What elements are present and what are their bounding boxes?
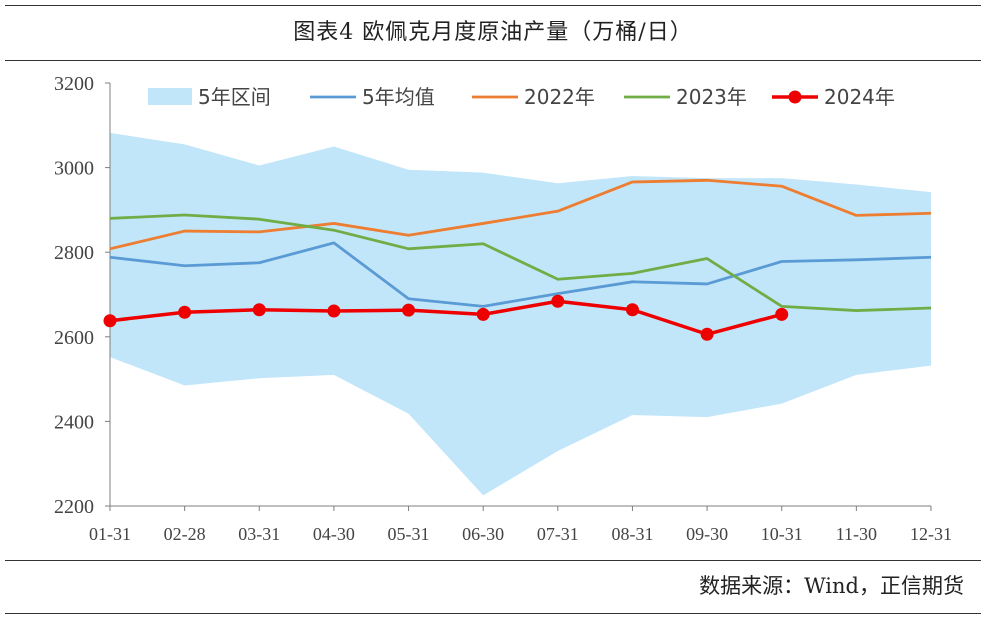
data-point-y2024 (402, 303, 416, 317)
data-point-y2024 (700, 327, 714, 341)
x-tick-label: 04-30 (313, 524, 355, 544)
line-chart: 2200 2400 2600 2800 3000 3200 01-31 02-28 03-31 0… (54, 73, 952, 544)
x-tick-label: 01-31 (89, 524, 131, 544)
legend-item: 2023年 (624, 85, 747, 109)
legend: 5年区间 5年均值 2022年 2023年 2024年 (148, 85, 895, 109)
legend-label: 2022年 (524, 85, 595, 109)
legend-item: 2024年 (772, 85, 895, 109)
axes: 2200 2400 2600 2800 3000 3200 01-31 02-28 03-31 0… (54, 73, 952, 544)
data-point-y2024 (551, 294, 565, 308)
legend-item: 5年区间 (148, 85, 271, 109)
data-point-y2024 (476, 307, 490, 321)
y-tick-label: 2400 (54, 411, 94, 433)
y-tick-label: 2600 (54, 327, 94, 349)
data-point-y2024 (178, 305, 192, 319)
x-tick-label: 03-31 (238, 524, 280, 544)
y-tick-label: 2200 (54, 496, 94, 518)
x-tick-label: 11-30 (836, 524, 877, 544)
y-tick-label: 2800 (54, 242, 94, 264)
data-point-y2024 (327, 304, 341, 318)
series-line-y2024 (109, 299, 783, 337)
series-layer (103, 178, 932, 341)
data-point-y2024 (103, 314, 117, 328)
data-point-y2024 (775, 307, 789, 321)
legend-item: 5年均值 (310, 85, 435, 109)
figure-title: 图表4 欧佩克月度原油产量（万桶/日） (293, 20, 693, 45)
top-rule (5, 5, 981, 6)
data-point-y2024 (252, 303, 266, 317)
legend-label: 5年区间 (198, 85, 271, 109)
x-tick-label: 09-30 (686, 524, 728, 544)
bottom-rule (5, 613, 981, 614)
legend-marker (788, 90, 802, 104)
legend-item: 2022年 (472, 85, 595, 109)
y-tick-label: 3200 (54, 73, 94, 95)
x-tick-label: 08-31 (611, 524, 653, 544)
series-line-y2023 (109, 213, 932, 312)
legend-label: 5年均值 (362, 85, 435, 109)
range-band (110, 132, 931, 496)
y-tick-label: 3000 (54, 158, 94, 180)
source-rule-top (5, 560, 981, 561)
x-tick-label: 12-31 (910, 524, 952, 544)
range-band-layer (110, 132, 931, 496)
x-tick-label: 07-31 (537, 524, 579, 544)
series-line-avg (109, 241, 932, 308)
legend-swatch (148, 88, 192, 105)
title-rule (5, 60, 981, 61)
x-tick-label: 02-28 (164, 524, 206, 544)
series-line-y2022 (109, 178, 932, 251)
x-tick-label: 10-31 (761, 524, 803, 544)
source-note: 数据来源：Wind，正信期货 (699, 574, 964, 598)
legend-label: 2024年 (824, 85, 895, 109)
data-point-y2024 (625, 303, 639, 317)
legend-label: 2023年 (676, 85, 747, 109)
x-tick-label: 06-30 (462, 524, 504, 544)
x-tick-label: 05-31 (388, 524, 430, 544)
